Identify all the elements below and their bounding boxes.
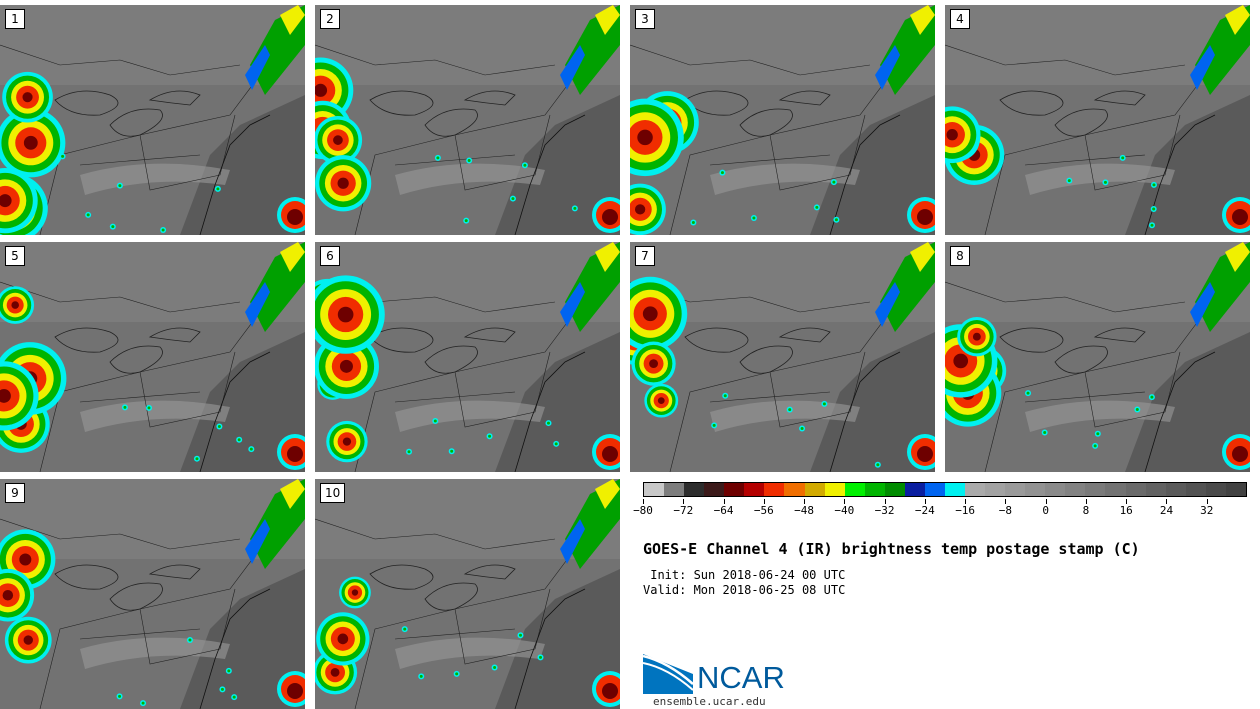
colorbar-swatch: [965, 483, 986, 496]
ncar-logo-text: NCAR: [697, 660, 785, 695]
colorbar-tick-label: −32: [874, 504, 895, 517]
member-number-label: 4: [950, 9, 970, 29]
member-number-label: 8: [950, 246, 970, 266]
colorbar-tick-label: 32: [1200, 504, 1214, 517]
colorbar-tick: [804, 499, 806, 504]
colorbar-swatch: [664, 483, 685, 496]
member-number-label: 7: [635, 246, 655, 266]
colorbar-swatch: [1145, 483, 1166, 496]
colorbar-swatch: [844, 483, 865, 496]
init-time: Init: Sun 2018-06-24 00 UTC: [643, 568, 846, 582]
colorbar-swatch: [744, 483, 765, 496]
colorbar-tick: [965, 499, 967, 504]
colorbar-tick: [1166, 499, 1168, 504]
colorbar-tick: [643, 499, 644, 504]
colorbar-swatch: [644, 483, 665, 496]
postage-stamp-panel: 1: [0, 5, 305, 235]
colorbar: [643, 482, 1247, 497]
postage-stamp-panel: 2: [315, 5, 620, 235]
satellite-map-image: [0, 5, 305, 235]
colorbar-tick: [683, 499, 685, 504]
satellite-map-image: [0, 479, 305, 709]
colorbar-swatch: [1085, 483, 1106, 496]
colorbar-tick: [1206, 499, 1208, 504]
satellite-map-image: [630, 5, 935, 235]
colorbar-tick-label: −64: [713, 504, 734, 517]
colorbar-swatch: [1065, 483, 1086, 496]
colorbar-tick-label: −8: [998, 504, 1013, 517]
colorbar-swatch: [684, 483, 705, 496]
valid-time: Valid: Mon 2018-06-25 08 UTC: [643, 583, 846, 597]
colorbar-ticks: −80 −72 −64 −56 −48 −40 −32 −24 −16 −8 0 8 16 24 32: [633, 499, 1247, 529]
colorbar-tick-label: 16: [1119, 504, 1133, 517]
colorbar-swatch: [884, 483, 905, 496]
member-number-label: 2: [320, 9, 340, 29]
colorbar-swatch: [804, 483, 825, 496]
colorbar-swatch: [985, 483, 1006, 496]
colorbar-tick-label: 8: [1082, 504, 1090, 517]
postage-stamp-panel: 10: [315, 479, 620, 709]
colorbar-swatch: [924, 483, 945, 496]
postage-stamp-panel: 7: [630, 242, 935, 472]
colorbar-tick: [884, 499, 886, 504]
satellite-map-image: [315, 242, 620, 472]
colorbar-swatch: [704, 483, 725, 496]
colorbar-tick: [763, 499, 765, 504]
postage-stamp-panel: 8: [945, 242, 1250, 472]
colorbar-swatch: [824, 483, 845, 496]
satellite-map-image: [315, 479, 620, 709]
colorbar-swatch: [784, 483, 805, 496]
colorbar-swatch: [1125, 483, 1146, 496]
colorbar-tick: [844, 499, 846, 504]
colorbar-tick-label: −80: [633, 504, 653, 517]
colorbar-swatch: [1025, 483, 1046, 496]
colorbar-tick-label: 24: [1159, 504, 1174, 517]
colorbar-swatch: [1005, 483, 1026, 496]
member-number-label: 9: [5, 483, 25, 503]
colorbar-tick: [1085, 499, 1087, 504]
member-number-label: 3: [635, 9, 655, 29]
colorbar-swatch: [864, 483, 885, 496]
colorbar-swatch: [1105, 483, 1126, 496]
satellite-map-image: [945, 5, 1250, 235]
colorbar-tick-label: −24: [914, 504, 935, 517]
figure-title: GOES-E Channel 4 (IR) brightness temp po…: [643, 540, 1140, 558]
colorbar-swatch: [1205, 483, 1226, 496]
colorbar-swatch: [764, 483, 785, 496]
member-number-label: 5: [5, 246, 25, 266]
colorbar-tick-label: −48: [794, 504, 814, 517]
member-number-label: 1: [5, 9, 25, 29]
colorbar-tick: [1045, 499, 1047, 504]
colorbar-tick: [1126, 499, 1128, 504]
colorbar-tick-label: 0: [1042, 504, 1049, 517]
colorbar-swatch: [724, 483, 745, 496]
colorbar-tick-label: −72: [673, 504, 694, 517]
colorbar-tick: [1005, 499, 1007, 504]
colorbar-swatch: [1225, 483, 1246, 496]
colorbar-tick-label: −16: [955, 504, 976, 517]
postage-stamp-panel: 3: [630, 5, 935, 235]
colorbar-swatch: [1045, 483, 1066, 496]
postage-stamp-panel: 6: [315, 242, 620, 472]
member-number-label: 10: [320, 483, 346, 503]
colorbar-swatch: [904, 483, 925, 496]
colorbar-swatch: [944, 483, 965, 496]
postage-stamp-panel: 9: [0, 479, 305, 709]
satellite-map-image: [945, 242, 1250, 472]
postage-stamp-panel: 4: [945, 5, 1250, 235]
website-url: ensemble.ucar.edu: [653, 695, 766, 708]
colorbar-tick-label: −56: [753, 504, 774, 517]
satellite-map-image: [315, 5, 620, 235]
satellite-map-image: [630, 242, 935, 472]
colorbar-tick: [924, 499, 926, 504]
postage-stamp-panel: 5: [0, 242, 305, 472]
colorbar-tick-label: −40: [834, 504, 855, 517]
ncar-logo-icon: [643, 654, 694, 694]
colorbar-tick: [723, 499, 725, 504]
satellite-map-image: [0, 242, 305, 472]
colorbar-swatch: [1165, 483, 1186, 496]
member-number-label: 6: [320, 246, 340, 266]
colorbar-swatch: [1185, 483, 1206, 496]
